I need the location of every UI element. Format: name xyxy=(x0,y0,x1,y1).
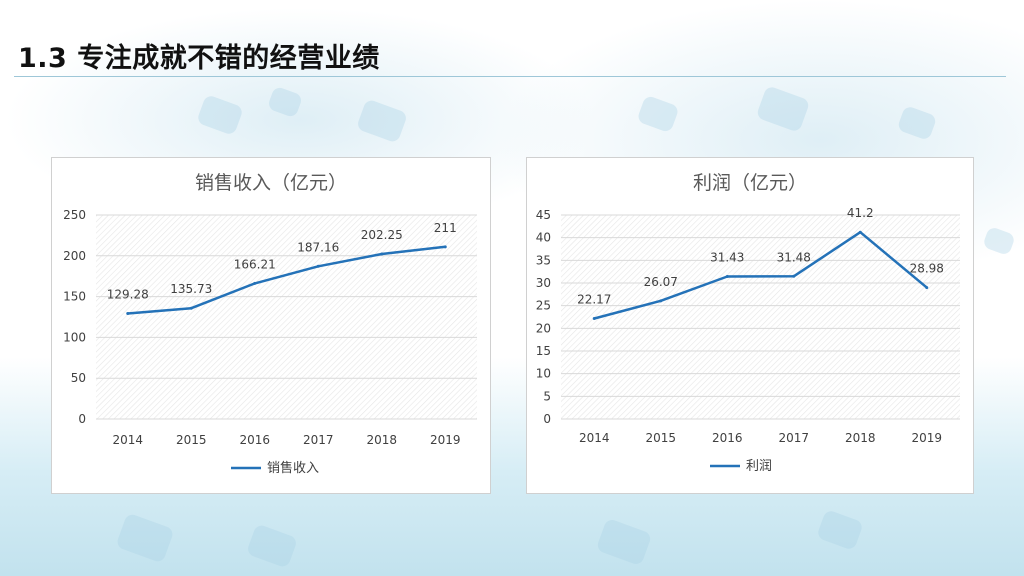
chart-title: 利润（亿元） xyxy=(693,172,807,194)
data-label: 202.25 xyxy=(361,228,403,242)
y-tick-label: 0 xyxy=(543,412,551,426)
y-tick-label: 25 xyxy=(536,299,551,313)
data-label: 26.07 xyxy=(644,275,678,289)
x-tick-label: 2015 xyxy=(176,433,207,447)
data-label: 31.43 xyxy=(710,251,744,265)
y-tick-label: 5 xyxy=(543,389,551,403)
data-point xyxy=(792,274,796,278)
data-label: 211 xyxy=(434,221,457,235)
data-label: 187.16 xyxy=(297,240,339,254)
data-point xyxy=(380,252,384,256)
data-label: 129.28 xyxy=(107,288,149,302)
plot-area xyxy=(96,215,477,419)
y-tick-label: 35 xyxy=(536,253,551,267)
y-tick-label: 250 xyxy=(63,208,86,222)
x-tick-label: 2017 xyxy=(303,433,334,447)
data-point xyxy=(725,275,729,279)
x-tick-label: 2019 xyxy=(430,433,461,447)
y-tick-label: 0 xyxy=(78,412,86,426)
data-label: 22.17 xyxy=(577,292,611,306)
page-title: 1.3 专注成就不错的经营业绩 xyxy=(18,43,380,74)
data-point xyxy=(925,286,929,290)
sales-chart-panel: 销售收入（亿元） 0 50 100 150 200 250 2014 2015 2016 2017 2… xyxy=(51,157,491,494)
data-point xyxy=(443,245,447,249)
y-tick-label: 15 xyxy=(536,344,551,358)
data-point xyxy=(316,264,320,268)
profit-line-chart: 利润（亿元） 0 5 10 15 20 25 30 35 40 45 2014 2015 2016 2017… xyxy=(536,172,960,474)
data-label: 28.98 xyxy=(910,262,944,276)
x-tick-label: 2016 xyxy=(712,431,743,445)
x-tick-label: 2018 xyxy=(845,431,876,445)
data-point xyxy=(189,306,193,310)
plot-area xyxy=(561,215,960,419)
y-tick-label: 100 xyxy=(63,330,86,344)
x-tick-label: 2017 xyxy=(778,431,809,445)
profit-series-line xyxy=(593,230,928,320)
y-tick-label: 10 xyxy=(536,367,551,381)
y-tick-label: 45 xyxy=(536,208,551,222)
x-tick-label: 2015 xyxy=(645,431,676,445)
data-point xyxy=(858,230,862,234)
data-label: 166.21 xyxy=(234,257,276,271)
y-tick-label: 40 xyxy=(536,231,551,245)
data-label: 41.2 xyxy=(847,206,874,220)
data-point xyxy=(592,316,596,320)
data-label: 31.48 xyxy=(777,250,811,264)
x-tick-label: 2014 xyxy=(579,431,610,445)
x-tick-label: 2014 xyxy=(112,433,143,447)
x-tick-label: 2019 xyxy=(911,431,942,445)
profit-chart-panel: 利润（亿元） 0 5 10 15 20 25 30 35 40 45 2014 2015 2016 2017… xyxy=(526,157,974,494)
data-point xyxy=(659,299,663,303)
sales-line-chart: 销售收入（亿元） 0 50 100 150 200 250 2014 2015 2016 2017 2… xyxy=(63,172,477,476)
y-tick-label: 200 xyxy=(63,249,86,263)
y-tick-label: 150 xyxy=(63,290,86,304)
legend-label: 利润 xyxy=(746,459,772,474)
y-tick-label: 50 xyxy=(71,371,86,385)
sales-series-line xyxy=(127,245,446,315)
data-point xyxy=(253,281,257,285)
y-tick-label: 30 xyxy=(536,276,551,290)
legend-label: 销售收入 xyxy=(267,460,319,476)
data-point xyxy=(126,312,130,316)
y-tick-label: 20 xyxy=(536,321,551,335)
x-tick-label: 2018 xyxy=(366,433,397,447)
chart-title: 销售收入（亿元） xyxy=(195,172,347,194)
title-divider xyxy=(14,76,1006,77)
x-tick-label: 2016 xyxy=(239,433,270,447)
data-label: 135.73 xyxy=(170,282,212,296)
